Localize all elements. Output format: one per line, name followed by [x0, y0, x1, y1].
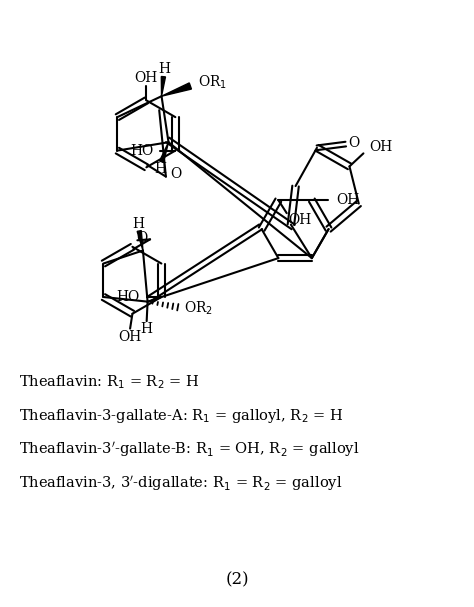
Polygon shape [162, 83, 191, 96]
Polygon shape [161, 76, 165, 96]
Text: H: H [158, 63, 170, 76]
Polygon shape [137, 231, 143, 251]
Text: (2): (2) [225, 572, 249, 589]
Text: HO: HO [116, 290, 139, 304]
Text: HO: HO [130, 144, 153, 158]
Text: OH: OH [369, 140, 392, 154]
Text: OH: OH [336, 193, 359, 207]
Text: H: H [132, 217, 144, 231]
Polygon shape [160, 142, 169, 163]
Text: OH: OH [118, 330, 142, 344]
Text: H: H [141, 322, 153, 336]
Text: OR$_2$: OR$_2$ [184, 300, 213, 317]
Text: O: O [136, 231, 147, 245]
Text: OH: OH [135, 71, 158, 85]
Text: Theaflavin-3, 3$'$-digallate: R$_1$ = R$_2$ = galloyl: Theaflavin-3, 3$'$-digallate: R$_1$ = R$… [18, 473, 342, 493]
Text: O: O [348, 136, 360, 150]
Text: Theaflavin: R$_1$ = R$_2$ = H: Theaflavin: R$_1$ = R$_2$ = H [18, 374, 199, 392]
Text: OH: OH [289, 212, 312, 226]
Text: H: H [154, 162, 166, 176]
Text: OR$_1$: OR$_1$ [198, 73, 227, 91]
Text: Theaflavin-3-gallate-A: R$_1$ = galloyl, R$_2$ = H: Theaflavin-3-gallate-A: R$_1$ = galloyl,… [18, 407, 343, 425]
Text: O: O [171, 168, 182, 181]
Text: Theaflavin-3$'$-gallate-B: R$_1$ = OH, R$_2$ = galloyl: Theaflavin-3$'$-gallate-B: R$_1$ = OH, R… [18, 439, 359, 459]
